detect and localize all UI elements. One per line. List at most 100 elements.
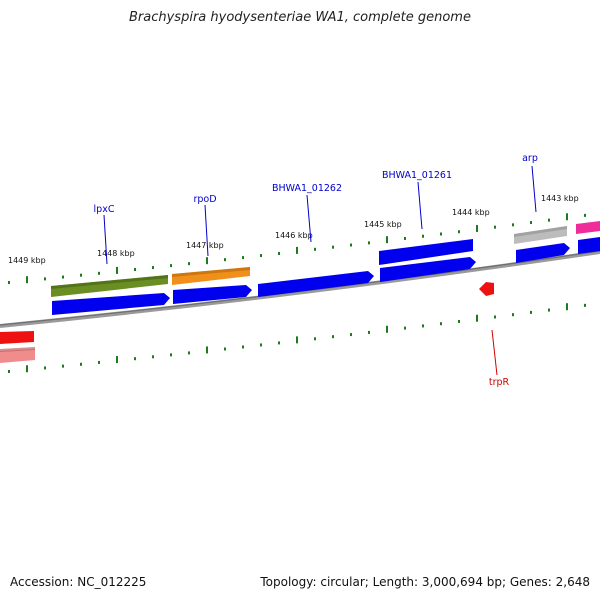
scale-tick-minor xyxy=(152,266,154,270)
gene-label-rpoD[interactable]: rpoD xyxy=(193,194,216,205)
cds-arrow-lpxC[interactable] xyxy=(52,293,170,315)
scale-tick-minor xyxy=(80,362,82,366)
scale-tick-minor xyxy=(368,241,370,245)
genome-backbone xyxy=(0,250,600,328)
scale-tick-minor xyxy=(512,313,514,317)
gene-label-01261[interactable]: BHWA1_01261 xyxy=(382,170,452,181)
scale-tick-minor xyxy=(44,366,46,370)
leader-rpoD xyxy=(204,204,209,257)
scale-tick-major xyxy=(116,356,118,364)
gene-01261[interactable] xyxy=(379,239,473,265)
scale-label-1444: 1444 kbp xyxy=(452,208,490,217)
scale-tick-minor xyxy=(584,303,586,307)
scale-tick-minor xyxy=(80,273,82,277)
lower-scale-dots xyxy=(8,303,586,373)
cds-arrow-01261[interactable] xyxy=(380,257,476,282)
scale-tick-minor xyxy=(278,251,280,255)
scale-tick-major xyxy=(296,246,298,254)
cds-arrow-01262[interactable] xyxy=(258,271,374,297)
upper-scale-dots xyxy=(8,213,586,284)
gene-red-left[interactable] xyxy=(0,331,34,344)
cds-track xyxy=(52,237,600,315)
scale-tick-minor xyxy=(404,326,406,330)
scale-tick-minor xyxy=(134,357,136,361)
cds-arrow-rpoD[interactable] xyxy=(173,285,252,304)
scale-label-1443: 1443 kbp xyxy=(541,194,579,203)
scale-tick-minor xyxy=(494,225,496,229)
scale-tick-minor xyxy=(170,353,172,357)
scale-label-1445: 1445 kbp xyxy=(364,220,402,229)
scale-tick-minor xyxy=(530,310,532,314)
cds-arrow-trpR[interactable] xyxy=(479,282,494,296)
scale-tick-minor xyxy=(404,236,406,240)
accession-text: Accession: NC_012225 xyxy=(10,575,147,589)
scale-tick-major xyxy=(206,346,208,354)
scale-tick-minor xyxy=(422,324,424,328)
scale-tick-minor xyxy=(260,343,262,347)
scale-tick-major xyxy=(296,336,298,344)
leader-01261 xyxy=(417,181,423,230)
scale-label-1447: 1447 kbp xyxy=(186,241,224,250)
leader-lpxC xyxy=(103,214,108,265)
scale-tick-minor xyxy=(170,264,172,268)
scale-tick-minor xyxy=(152,355,154,359)
scale-tick-minor xyxy=(458,230,460,234)
leader-01262 xyxy=(306,194,312,243)
scale-tick-major xyxy=(116,266,118,274)
gene-label-arp[interactable]: arp xyxy=(522,153,538,164)
scale-tick-minor xyxy=(350,333,352,337)
scale-tick-minor xyxy=(62,275,64,279)
leader-trpR xyxy=(491,329,498,376)
scale-tick-minor xyxy=(422,234,424,238)
scale-label-1449: 1449 kbp xyxy=(8,256,46,265)
scale-tick-major xyxy=(566,213,568,221)
scale-tick-minor xyxy=(440,322,442,326)
genome-title: Brachyspira hyodysenteriae WA1, complete… xyxy=(129,10,471,25)
scale-tick-minor xyxy=(8,281,10,284)
scale-tick-minor xyxy=(224,258,226,262)
scale-tick-minor xyxy=(350,243,352,247)
scale-label-1446: 1446 kbp xyxy=(275,231,313,240)
scale-tick-minor xyxy=(548,308,550,312)
genome-summary-text: Topology: circular; Length: 3,000,694 bp… xyxy=(260,575,590,589)
scale-tick-minor xyxy=(98,360,100,364)
scale-tick-minor xyxy=(98,271,100,275)
scale-tick-minor xyxy=(242,345,244,349)
scale-tick-minor xyxy=(512,223,514,227)
scale-tick-minor xyxy=(62,364,64,368)
scale-tick-minor xyxy=(314,337,316,341)
scale-tick-major xyxy=(476,224,478,232)
scale-tick-minor xyxy=(8,370,10,373)
scale-tick-minor xyxy=(44,277,46,281)
cds-arrow-arp[interactable] xyxy=(516,243,570,263)
scale-tick-minor xyxy=(548,218,550,222)
scale-tick-minor xyxy=(440,232,442,236)
gene-pink-left[interactable] xyxy=(0,349,35,363)
gene-label-01262[interactable]: BHWA1_01262 xyxy=(272,183,342,194)
scale-tick-minor xyxy=(332,335,334,339)
scale-tick-minor xyxy=(224,347,226,351)
scale-tick-minor xyxy=(278,341,280,345)
scale-tick-minor xyxy=(188,351,190,355)
scale-tick-major xyxy=(476,314,478,322)
scale-tick-minor xyxy=(458,319,460,323)
scale-tick-minor xyxy=(314,247,316,251)
scale-tick-minor xyxy=(494,315,496,319)
gene-magenta[interactable] xyxy=(576,221,600,234)
scale-tick-minor xyxy=(530,221,532,225)
scale-tick-minor xyxy=(188,262,190,266)
scale-tick-major xyxy=(206,257,208,265)
gene-label-lpxC[interactable]: lpxC xyxy=(94,204,115,215)
scale-tick-major xyxy=(386,236,388,244)
scale-tick-minor xyxy=(332,245,334,249)
scale-tick-minor xyxy=(584,213,586,217)
leader-arp xyxy=(531,165,537,213)
cds-arrow-right[interactable] xyxy=(578,237,600,254)
scale-label-1448: 1448 kbp xyxy=(97,249,135,258)
scale-tick-minor xyxy=(242,256,244,260)
scale-tick-minor xyxy=(368,330,370,334)
scale-tick-minor xyxy=(134,268,136,272)
gene-label-trpR[interactable]: trpR xyxy=(489,377,510,388)
